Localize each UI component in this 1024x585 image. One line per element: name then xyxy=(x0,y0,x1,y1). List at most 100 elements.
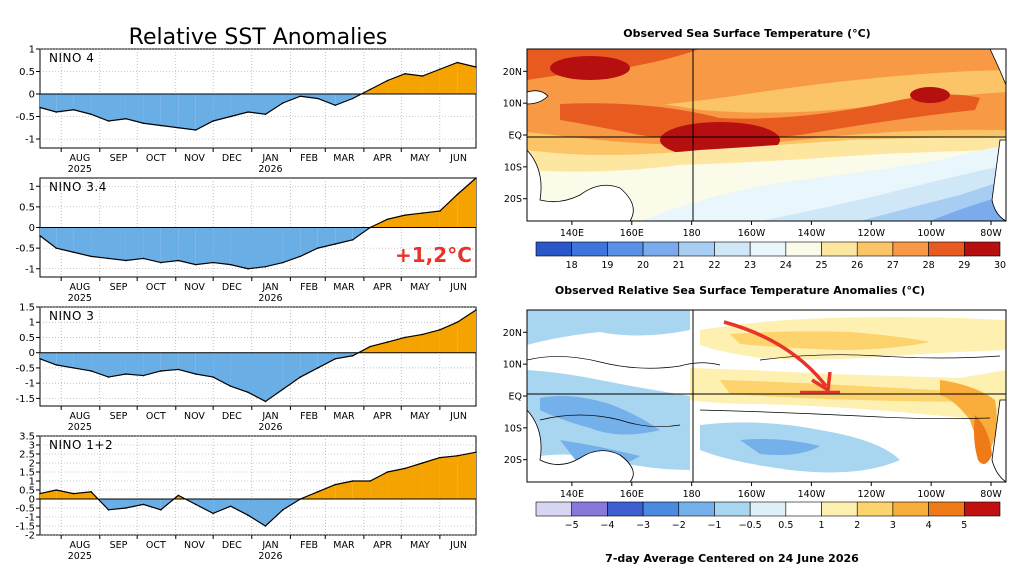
map-x-tick-label: 140W xyxy=(798,228,826,239)
data-point xyxy=(72,108,75,111)
data-point xyxy=(369,480,371,482)
colorbar-swatch xyxy=(821,501,858,517)
colorbar-swatch xyxy=(678,241,715,257)
y-tick-label: -0.5 xyxy=(15,244,35,255)
y-tick-label: -1 xyxy=(25,135,35,146)
data-point xyxy=(351,97,354,100)
cool-anomaly-area xyxy=(248,94,266,115)
month-label: MAY xyxy=(410,540,430,551)
y-tick-label: -0.5 xyxy=(15,112,35,123)
month-label: APR xyxy=(373,153,392,164)
map-y-tick-label: 20S xyxy=(504,455,522,466)
y-tick-label: 3 xyxy=(29,441,35,452)
cool-anomaly-area xyxy=(265,227,283,267)
y-tick-label: 3.5 xyxy=(19,432,35,443)
month-label: JAN xyxy=(261,411,278,422)
cool-anomaly-area xyxy=(73,227,92,257)
data-point xyxy=(39,234,41,237)
cool-anomaly-area xyxy=(73,352,92,371)
cool-anomaly-area xyxy=(230,94,249,117)
cool-anomaly-area xyxy=(213,499,231,514)
data-point xyxy=(456,321,459,324)
cool-anomaly-area xyxy=(108,499,126,510)
map-x-tick-label: 100W xyxy=(917,489,945,500)
colorbar-label: 18 xyxy=(566,260,578,271)
colorbar-swatch xyxy=(642,501,680,517)
data-point xyxy=(125,507,127,509)
warm-anomaly-area xyxy=(457,310,476,353)
cool-anomaly-area xyxy=(143,227,161,263)
y-tick-label: 0 xyxy=(29,223,35,234)
y-tick-label: 2.5 xyxy=(19,450,35,461)
warm-anomaly-area xyxy=(439,322,458,353)
data-point xyxy=(90,255,92,258)
warm-anomaly-area xyxy=(422,211,440,228)
data-point xyxy=(55,489,57,491)
data-point xyxy=(90,491,92,493)
colorbar-swatch xyxy=(928,501,965,517)
map-x-tick-label: 120W xyxy=(858,489,886,500)
month-label: FEB xyxy=(300,411,318,422)
colorbar-label: 28 xyxy=(923,260,935,271)
colorbar-swatch xyxy=(678,501,715,517)
data-point xyxy=(107,257,110,260)
data-point xyxy=(475,66,477,68)
colorbar-label: −2 xyxy=(672,520,686,531)
anomaly-series-line xyxy=(39,61,477,131)
map-y-tick-label: 20S xyxy=(504,194,522,205)
y-tick-label: 0.5 xyxy=(19,202,35,213)
cool-anomaly-area xyxy=(125,499,144,508)
warm-anomaly-area xyxy=(404,334,423,353)
month-label: NOV xyxy=(184,153,205,164)
data-point xyxy=(160,124,162,127)
month-label: SEP xyxy=(110,540,128,551)
colorbar-swatch xyxy=(964,501,1001,517)
data-point xyxy=(475,177,477,179)
data-point xyxy=(299,498,302,500)
data-point xyxy=(194,263,197,266)
colorbar-swatch xyxy=(928,241,965,257)
cool-anomaly-area xyxy=(195,94,214,130)
warm-anomaly-area xyxy=(457,178,476,228)
data-point xyxy=(194,129,197,131)
cool-anomaly-area xyxy=(40,352,57,365)
colorbar-label: −4 xyxy=(600,520,614,531)
year-label: 2025 xyxy=(68,293,92,304)
month-label: FEB xyxy=(300,153,318,164)
colorbar-label: 5 xyxy=(961,520,967,531)
data-point xyxy=(212,261,214,264)
data-point xyxy=(316,97,319,100)
month-label: NOV xyxy=(184,411,205,422)
data-point xyxy=(334,357,337,360)
month-label: JUN xyxy=(449,153,467,164)
y-tick-label: 1 xyxy=(29,477,35,488)
data-point xyxy=(282,102,284,104)
month-label: OCT xyxy=(146,540,166,551)
data-point xyxy=(369,88,371,91)
cool-anomaly-area xyxy=(56,94,74,112)
colorbar-swatch xyxy=(607,501,644,517)
cool-anomaly-area xyxy=(230,227,249,269)
y-tick-label: 1 xyxy=(29,318,35,329)
cool-anomaly-area xyxy=(230,499,249,516)
data-point xyxy=(456,61,459,64)
data-point xyxy=(125,117,127,120)
colorbar-swatch xyxy=(785,241,822,257)
panel-title: NINO 3.4 xyxy=(49,180,107,194)
y-tick-label: 2 xyxy=(29,459,35,470)
warm-anomaly-area xyxy=(370,80,388,94)
cool-anomaly-area xyxy=(160,227,179,263)
data-point xyxy=(142,374,145,377)
cool-anomaly-area xyxy=(282,227,301,263)
colorbar-swatch xyxy=(892,241,929,257)
data-point xyxy=(421,212,424,214)
month-label: DEC xyxy=(222,411,242,422)
cool-anomaly-area xyxy=(178,94,196,130)
year-label: 2026 xyxy=(258,293,282,304)
data-point xyxy=(299,95,302,98)
colorbar-swatch xyxy=(856,501,894,517)
cool-anomaly-area xyxy=(178,227,196,265)
warm-anomaly-area xyxy=(457,62,476,94)
